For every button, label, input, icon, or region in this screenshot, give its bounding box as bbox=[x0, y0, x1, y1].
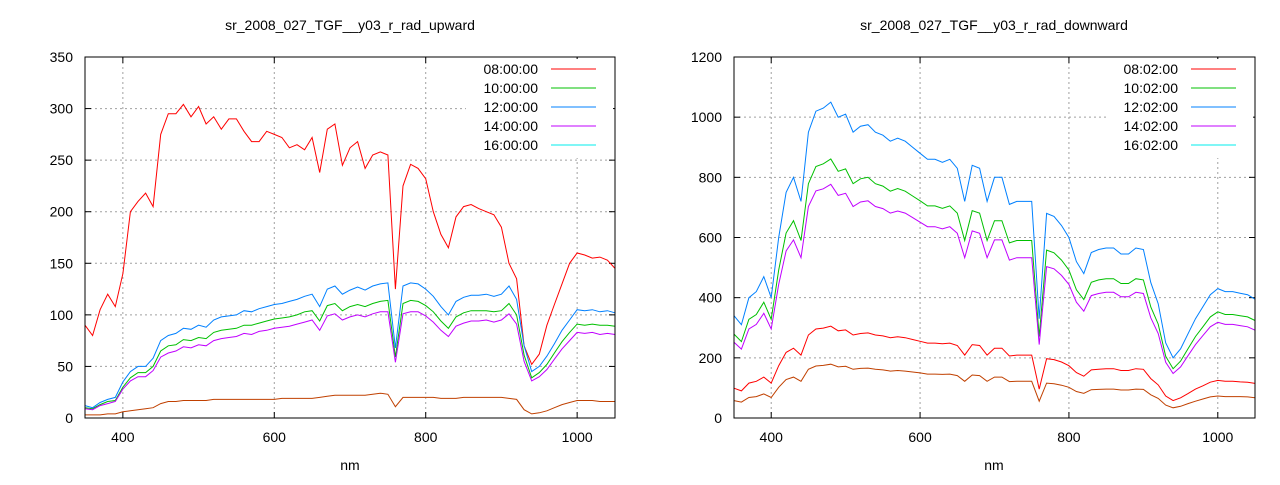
y-tick-label: 200 bbox=[50, 204, 74, 220]
y-tick-label: 600 bbox=[699, 230, 723, 246]
y-tick-label: 1000 bbox=[691, 109, 722, 125]
chart-title: sr_2008_027_TGF__y03_r_rad_downward bbox=[860, 17, 1128, 33]
upward-radiance-chart: sr_2008_027_TGF__y03_r_rad_upward nm 400… bbox=[50, 17, 616, 473]
legend-label: 10:02:00 bbox=[1124, 80, 1179, 96]
legend-label: 16:02:00 bbox=[1124, 137, 1179, 153]
series-line-140200 bbox=[733, 183, 1256, 375]
y-tick-label: 1200 bbox=[691, 49, 722, 65]
series-line-100000 bbox=[84, 299, 616, 410]
x-tick-label: 800 bbox=[414, 429, 438, 445]
y-tick-label: 50 bbox=[57, 358, 73, 374]
y-tick-label: 100 bbox=[50, 307, 74, 323]
x-axis-label: nm bbox=[984, 457, 1003, 473]
series-line-120200 bbox=[733, 101, 1256, 359]
downward-radiance-chart: sr_2008_027_TGF__y03_r_rad_downward nm 4… bbox=[691, 17, 1256, 473]
series-line-unlabeled bbox=[85, 392, 615, 416]
plot-border bbox=[84, 56, 616, 419]
legend-label: 16:00:00 bbox=[484, 137, 539, 153]
y-tick-label: 0 bbox=[65, 410, 73, 426]
legend-label: 14:02:00 bbox=[1124, 118, 1179, 134]
legend-label: 10:00:00 bbox=[484, 80, 539, 96]
x-tick-label: 1000 bbox=[1202, 429, 1233, 445]
y-tick-label: 300 bbox=[50, 101, 74, 117]
legend-background bbox=[466, 59, 613, 158]
y-tick-label: 0 bbox=[714, 410, 722, 426]
y-tick-label: 150 bbox=[50, 255, 74, 271]
series-line-100200 bbox=[733, 158, 1256, 370]
x-tick-label: 800 bbox=[1057, 429, 1081, 445]
legend-label: 12:02:00 bbox=[1124, 99, 1179, 115]
y-tick-label: 400 bbox=[699, 290, 723, 306]
x-tick-label: 600 bbox=[263, 429, 287, 445]
series-line-120000 bbox=[84, 282, 616, 409]
legend-label: 14:00:00 bbox=[484, 118, 539, 134]
legend-label: 12:00:00 bbox=[484, 99, 539, 115]
y-tick-label: 350 bbox=[50, 49, 74, 65]
x-tick-label: 400 bbox=[760, 429, 784, 445]
plot-border bbox=[733, 56, 1256, 419]
series-line-080000 bbox=[84, 103, 616, 366]
x-tick-label: 600 bbox=[908, 429, 932, 445]
series-line-140000 bbox=[84, 311, 616, 411]
x-tick-label: 400 bbox=[111, 429, 135, 445]
series-line-080200 bbox=[733, 325, 1256, 402]
y-tick-label: 250 bbox=[50, 152, 74, 168]
x-axis-label: nm bbox=[340, 457, 359, 473]
legend-label: 08:02:00 bbox=[1124, 61, 1179, 77]
series-line-unlabeled bbox=[733, 363, 1256, 409]
legend-label: 08:00:00 bbox=[484, 61, 539, 77]
chart-title: sr_2008_027_TGF__y03_r_rad_upward bbox=[225, 17, 475, 33]
y-tick-label: 800 bbox=[699, 169, 723, 185]
x-tick-label: 1000 bbox=[562, 429, 593, 445]
legend-background bbox=[1106, 59, 1253, 158]
y-tick-label: 200 bbox=[699, 350, 723, 366]
